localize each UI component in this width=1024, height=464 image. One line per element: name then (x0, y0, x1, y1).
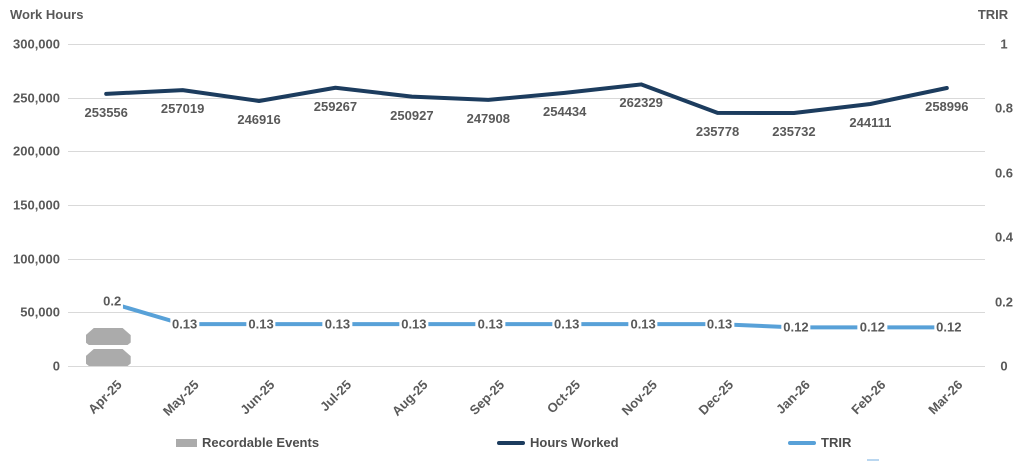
x-axis-label: Aug-25 (388, 377, 431, 419)
hours-worked-data-label: 254434 (543, 103, 587, 119)
gridline (68, 97, 985, 99)
x-axis-label: Jun-25 (237, 377, 278, 418)
legend-item-recordable-events: Recordable Events (176, 435, 319, 450)
recordable-event-block (85, 328, 131, 345)
hours-worked-data-label: 235732 (772, 123, 816, 139)
legend-label: Recordable Events (202, 435, 320, 450)
recordable-event-block (85, 349, 131, 366)
recordable-events-swatch-icon (176, 438, 197, 447)
trir-data-label: 0.13 (704, 316, 735, 332)
trir-data-label: 0.13 (169, 316, 200, 332)
x-axis-label: May-25 (159, 377, 202, 419)
x-axis-label: Apr-25 (85, 377, 125, 417)
trir-data-label: 0.13 (628, 316, 658, 332)
trir-data-label: 0.13 (552, 316, 582, 332)
gridline (68, 151, 985, 153)
trir-data-label: 0.2 (101, 293, 124, 309)
trir-data-label: 0.12 (857, 319, 888, 335)
y-axis-tick-left: 50,000 (20, 304, 60, 320)
legend-item-trir: TRIR (788, 435, 851, 450)
hours-worked-data-label: 257019 (160, 101, 205, 117)
hours-worked-data-label: 244111 (849, 114, 892, 130)
y-axis-tick-left: 200,000 (13, 143, 60, 159)
hours-worked-data-label: 262329 (619, 95, 663, 111)
trir-data-label: 0.13 (322, 316, 353, 332)
right-axis-title: TRIR (977, 7, 1009, 22)
y-axis-tick-right: 0.6 (994, 165, 1014, 181)
x-axis-label: Jul-25 (316, 377, 355, 415)
y-axis-tick-right: 0.8 (994, 100, 1014, 116)
hours-worked-data-label: 253556 (84, 104, 128, 120)
trir-line (104, 299, 949, 330)
x-axis-label: Mar-26 (925, 377, 966, 418)
hours-worked-data-label: 235778 (695, 123, 740, 139)
y-axis-tick-left: 100,000 (13, 251, 60, 267)
y-axis-tick-left: 150,000 (13, 197, 60, 213)
gridline (68, 44, 985, 45)
hours-worked-line (104, 82, 949, 115)
trir-data-label: 0.13 (399, 316, 429, 332)
hours-worked-swatch-icon (497, 440, 525, 445)
y-axis-tick-right: 0 (1000, 358, 1008, 374)
gridline (68, 205, 985, 206)
hours-worked-data-label: 250927 (390, 107, 434, 123)
gridline (68, 312, 985, 314)
trir-data-label: 0.13 (475, 316, 505, 332)
trir-data-label: 0.12 (934, 319, 964, 335)
trir-data-label: 0.12 (781, 319, 811, 335)
legend-label: TRIR (821, 435, 852, 450)
y-axis-tick-right: 0.4 (994, 229, 1014, 245)
gridline (68, 366, 985, 367)
hours-worked-data-label: 259267 (313, 98, 358, 114)
hours-worked-data-label: 247908 (466, 110, 510, 126)
x-axis-label: Jan-26 (772, 377, 813, 417)
y-axis-tick-left: 300,000 (13, 36, 60, 52)
trir-swatch-icon (788, 440, 816, 445)
hours-worked-data-label: 246916 (237, 111, 281, 127)
trir-data-label: 0.13 (246, 316, 276, 332)
left-axis-title: Work Hours (10, 7, 84, 22)
gridline (68, 258, 985, 260)
legend-label: Hours Worked (530, 435, 619, 450)
y-axis-tick-right: 1 (1000, 36, 1008, 52)
blue-dash-artifact (867, 459, 879, 461)
y-axis-tick-left: 0 (52, 358, 60, 374)
y-axis-tick-left: 250,000 (13, 90, 60, 106)
hours-worked-data-label: 258996 (925, 99, 969, 114)
x-axis-label: Nov-25 (618, 377, 660, 419)
x-axis-label: Dec-25 (695, 377, 737, 418)
y-axis-tick-right: 0.2 (994, 294, 1014, 310)
x-axis-label: Oct-25 (544, 377, 584, 417)
x-axis-label: Sep-25 (466, 377, 507, 418)
legend-item-hours-worked: Hours Worked (497, 435, 619, 450)
x-axis-label: Feb-26 (848, 377, 889, 418)
